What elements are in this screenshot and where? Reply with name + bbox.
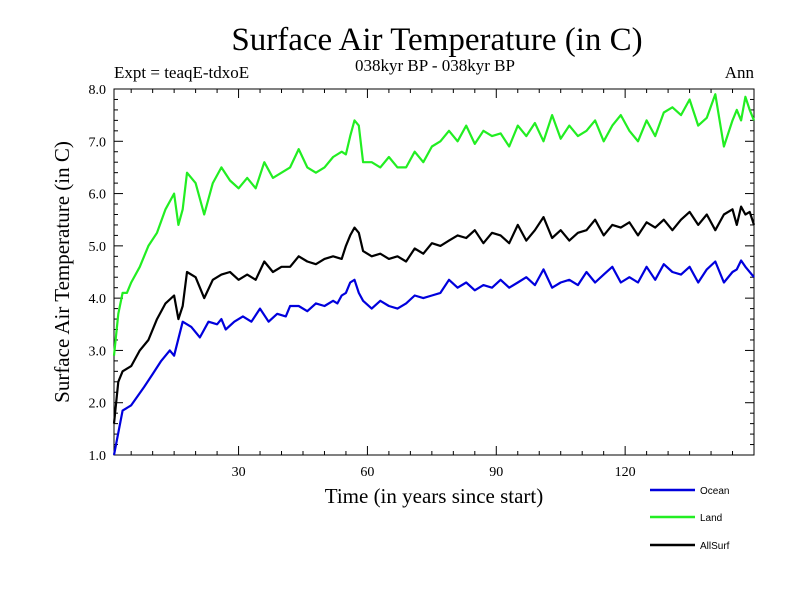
season-label: Ann bbox=[725, 63, 755, 82]
experiment-label: Expt = teaqE-tdxoE bbox=[114, 63, 249, 82]
y-axis: 1.0 2.0 3.0 4.0 5.0 6.0 7.0 8.0 bbox=[89, 83, 754, 464]
series-line-allsurf bbox=[112, 205, 756, 424]
y-tick-label: 8.0 bbox=[89, 83, 107, 98]
x-tick-label: 60 bbox=[360, 465, 374, 480]
x-tick-label: 30 bbox=[232, 465, 246, 480]
x-axis: 30 60 90 120 bbox=[130, 89, 734, 480]
y-tick-label: 3.0 bbox=[89, 344, 107, 359]
series-line-ocean bbox=[112, 259, 755, 456]
plot-frame bbox=[113, 88, 755, 456]
series-line-land bbox=[112, 93, 756, 356]
legend: Ocean Land AllSurf bbox=[650, 486, 730, 552]
y-tick-label: 2.0 bbox=[89, 397, 107, 412]
y-tick-label: 6.0 bbox=[89, 188, 107, 203]
legend-label-allsurf: AllSurf bbox=[700, 541, 730, 552]
y-tick-label: 5.0 bbox=[89, 240, 107, 255]
legend-label-ocean: Ocean bbox=[700, 486, 729, 497]
y-tick-label: 7.0 bbox=[89, 135, 107, 150]
y-tick-label: 1.0 bbox=[89, 449, 107, 464]
legend-label-land: Land bbox=[700, 513, 722, 524]
y-axis-label: Surface Air Temperature (in C) bbox=[50, 141, 74, 403]
series-lines bbox=[112, 93, 756, 456]
y-tick-label: 4.0 bbox=[89, 292, 107, 307]
x-tick-label: 120 bbox=[615, 465, 636, 480]
chart-title: Surface Air Temperature (in C) bbox=[231, 22, 642, 58]
period-label: 038kyr BP - 038kyr BP bbox=[355, 56, 515, 75]
x-axis-label: Time (in years since start) bbox=[325, 484, 544, 508]
x-tick-label: 90 bbox=[489, 465, 503, 480]
